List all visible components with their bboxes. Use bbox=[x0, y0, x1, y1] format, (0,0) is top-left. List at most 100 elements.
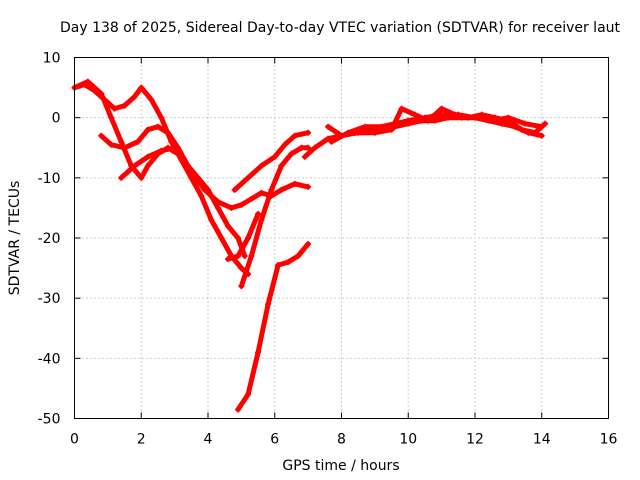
data-point bbox=[405, 117, 412, 124]
y-tick-label: -30 bbox=[38, 291, 61, 307]
data-point bbox=[378, 123, 385, 130]
data-point bbox=[311, 144, 318, 151]
data-point bbox=[271, 153, 278, 160]
data-point bbox=[208, 216, 215, 223]
data-point bbox=[248, 195, 255, 202]
data-point bbox=[291, 132, 298, 139]
data-point bbox=[144, 153, 151, 160]
data-point bbox=[291, 180, 298, 187]
data-point bbox=[111, 105, 118, 112]
data-point bbox=[278, 162, 285, 169]
data-point bbox=[451, 111, 458, 118]
data-point bbox=[285, 259, 292, 266]
data-point bbox=[245, 391, 252, 398]
data-point bbox=[438, 105, 445, 112]
data-point bbox=[231, 186, 238, 193]
series-track-7 bbox=[238, 144, 312, 290]
y-tick-label: -10 bbox=[38, 171, 61, 187]
data-point bbox=[154, 123, 161, 130]
data-point bbox=[305, 129, 312, 136]
data-point bbox=[305, 183, 312, 190]
data-point bbox=[98, 90, 105, 97]
y-tick-label: -50 bbox=[38, 412, 61, 428]
series-track-6 bbox=[225, 210, 262, 263]
data-point bbox=[328, 138, 335, 145]
chart-title: Day 138 of 2025, Sidereal Day-to-day VTE… bbox=[60, 20, 621, 36]
data-point bbox=[215, 198, 222, 205]
data-point bbox=[118, 138, 125, 145]
x-tick-label: 8 bbox=[337, 432, 346, 448]
data-point bbox=[121, 102, 128, 109]
data-point bbox=[198, 192, 205, 199]
data-point bbox=[245, 235, 252, 241]
data-point bbox=[505, 117, 512, 124]
plot-frame bbox=[74, 57, 609, 419]
data-point bbox=[532, 129, 539, 136]
data-point bbox=[158, 114, 165, 121]
series-line bbox=[225, 211, 261, 262]
data-point bbox=[275, 262, 282, 269]
data-point bbox=[225, 256, 232, 263]
series-track-5 bbox=[231, 129, 312, 193]
data-point bbox=[298, 144, 305, 151]
data-point bbox=[542, 120, 549, 127]
label-layer: 0 2 4 6 8 10 12 14 16 -50 -40 -30 -20 -10 0 10 bbox=[38, 51, 618, 448]
data-point bbox=[148, 96, 155, 103]
y-tick-label: -40 bbox=[38, 351, 61, 367]
data-point bbox=[371, 129, 378, 136]
data-point bbox=[492, 114, 499, 121]
data-point bbox=[518, 126, 525, 133]
data-point bbox=[281, 141, 288, 148]
data-point bbox=[201, 186, 208, 193]
data-point bbox=[398, 105, 405, 112]
data-point bbox=[98, 132, 105, 139]
x-tick-label: 4 bbox=[204, 432, 213, 448]
data-point bbox=[108, 141, 115, 148]
data-point bbox=[215, 204, 222, 211]
x-tick-label: 14 bbox=[533, 432, 551, 448]
data-point bbox=[258, 216, 265, 223]
data-point bbox=[388, 126, 395, 133]
data-point bbox=[305, 241, 312, 248]
series-track-8 bbox=[235, 241, 312, 413]
data-point bbox=[478, 111, 485, 118]
x-tick-label: 16 bbox=[600, 432, 618, 448]
data-point bbox=[121, 144, 128, 151]
data-point bbox=[268, 186, 275, 193]
series-line bbox=[238, 145, 311, 289]
data-point bbox=[258, 162, 265, 169]
data-point bbox=[241, 253, 248, 260]
data-point bbox=[138, 84, 145, 91]
data-point bbox=[131, 93, 138, 100]
x-tick-label: 6 bbox=[270, 432, 279, 448]
data-point bbox=[265, 301, 272, 308]
data-point bbox=[238, 265, 245, 272]
data-point bbox=[295, 253, 302, 260]
data-point bbox=[164, 129, 171, 136]
data-point bbox=[338, 132, 345, 139]
y-tick-label: 0 bbox=[52, 111, 61, 127]
data-point bbox=[425, 117, 432, 124]
data-point bbox=[465, 114, 472, 121]
data-point bbox=[288, 150, 295, 157]
series-track-11 bbox=[325, 105, 549, 139]
data-point bbox=[258, 189, 265, 196]
x-tick-label: 12 bbox=[466, 432, 484, 448]
data-point bbox=[538, 132, 545, 139]
data-point bbox=[144, 162, 151, 169]
data-point bbox=[118, 174, 125, 181]
data-point bbox=[235, 235, 242, 241]
series-line bbox=[235, 241, 311, 412]
data-point bbox=[325, 123, 332, 130]
data-point bbox=[438, 111, 445, 118]
series-track-4 bbox=[118, 144, 178, 181]
data-point bbox=[171, 144, 178, 151]
data-point bbox=[431, 117, 438, 124]
y-tick-label: 10 bbox=[43, 51, 61, 67]
data-point bbox=[238, 283, 245, 290]
data-point bbox=[361, 123, 368, 130]
data-point bbox=[245, 174, 252, 181]
data-point bbox=[218, 235, 225, 241]
